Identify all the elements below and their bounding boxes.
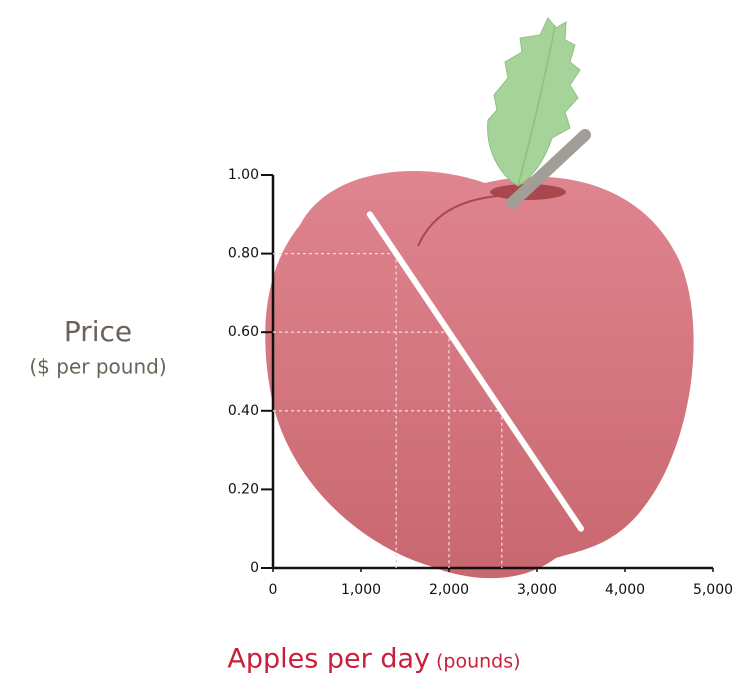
- x-tick-label: 3,000: [517, 582, 557, 598]
- y-tick-label: 0.80: [228, 246, 259, 262]
- demand-line: [366, 211, 584, 532]
- y-tick-label: 0.20: [228, 481, 259, 497]
- x-tick-label: 0: [269, 582, 278, 598]
- y-tick-label: 0.40: [228, 403, 259, 419]
- y-axis-title: Price: [64, 315, 132, 348]
- x-axis-subtitle: (pounds): [436, 651, 521, 673]
- y-tick-label: 1.00: [228, 167, 259, 183]
- y-tick-label: 0.60: [228, 324, 259, 340]
- apple-stem: [506, 129, 591, 209]
- apple-leaf: [487, 17, 581, 187]
- leaf-vein: [517, 24, 556, 187]
- y-axis-subtitle: ($ per pound): [29, 355, 166, 379]
- x-tick-label: 5,000: [693, 582, 733, 598]
- x-tick-label: 4,000: [605, 582, 645, 598]
- x-tick-label: 2,000: [429, 582, 469, 598]
- apple-crease: [417, 195, 499, 247]
- x-tick-label: 1,000: [341, 582, 381, 598]
- y-tick-label: 0: [250, 560, 259, 576]
- x-axis-title: Apples per day: [227, 644, 430, 675]
- apple-illustration: [265, 17, 694, 579]
